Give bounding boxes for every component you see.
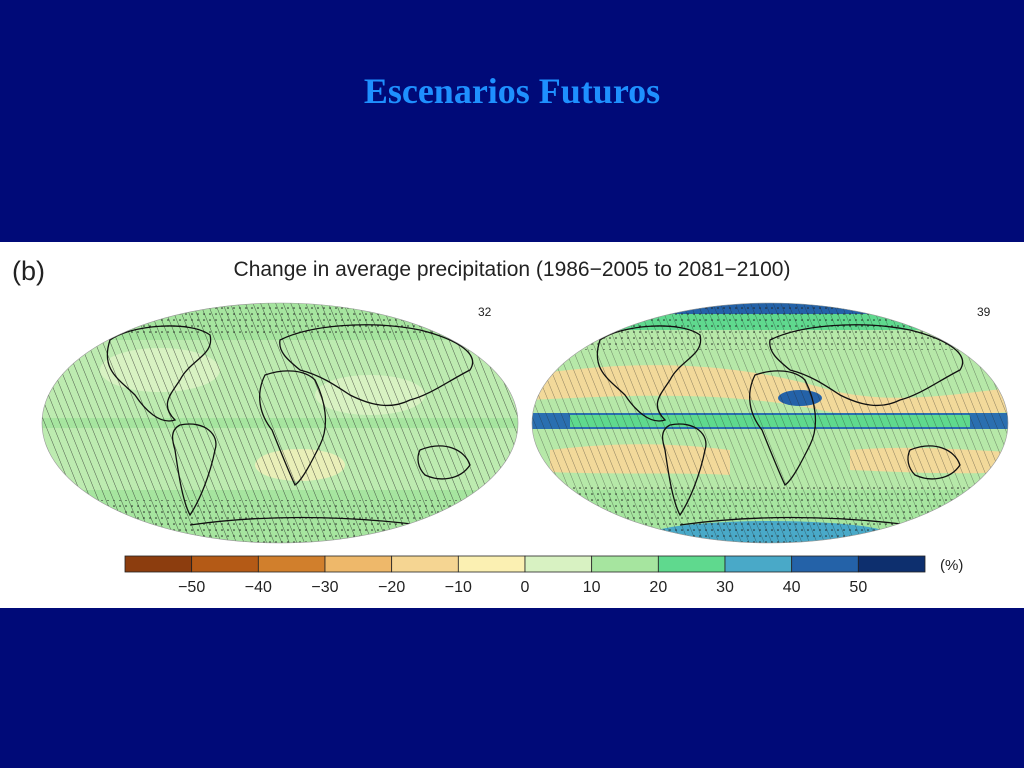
colorbar-swatch bbox=[524, 555, 593, 573]
colorbar-swatch bbox=[391, 555, 459, 573]
colorbar-swatch bbox=[324, 555, 393, 573]
colorbar-swatch bbox=[457, 555, 526, 573]
figure-heading: Change in average precipitation (1986−20… bbox=[233, 258, 791, 281]
colorbar-swatch bbox=[124, 555, 193, 573]
slide-title: Escenarios Futuros bbox=[363, 71, 661, 111]
colorbar-swatch bbox=[591, 555, 659, 573]
model-count-left: 32 bbox=[478, 305, 492, 319]
colorbar-tick-label: 20 bbox=[649, 579, 668, 596]
colorbar-tick-label: −20 bbox=[378, 579, 406, 596]
colorbar bbox=[124, 555, 926, 573]
model-count-right: 39 bbox=[977, 305, 991, 319]
colorbar-tick-label: 0 bbox=[520, 579, 530, 596]
colorbar-unit: (%) bbox=[940, 557, 964, 574]
colorbar-tick-label: −40 bbox=[244, 579, 272, 596]
colorbar-swatch bbox=[857, 555, 926, 573]
colorbar-tick-label: 30 bbox=[716, 579, 734, 596]
panel-label: (b) bbox=[12, 256, 45, 286]
colorbar-tick-label: −10 bbox=[444, 579, 472, 596]
colorbar-tick-label: −30 bbox=[311, 579, 339, 596]
colorbar-tick-label: 40 bbox=[782, 579, 801, 596]
colorbar-swatch bbox=[791, 555, 859, 573]
figure-panel: (b) Change in average precipitation (198… bbox=[0, 242, 1024, 608]
precipitation-map-left bbox=[41, 302, 519, 544]
precipitation-map-right bbox=[531, 302, 1009, 544]
colorbar-swatch bbox=[657, 555, 726, 573]
colorbar-swatch bbox=[191, 555, 259, 573]
colorbar-swatch bbox=[257, 555, 326, 573]
colorbar-tick-label: 50 bbox=[849, 579, 868, 596]
colorbar-tick-label: −50 bbox=[178, 579, 206, 596]
colorbar-swatch bbox=[724, 555, 793, 573]
colorbar-tick-label: 10 bbox=[582, 579, 601, 596]
